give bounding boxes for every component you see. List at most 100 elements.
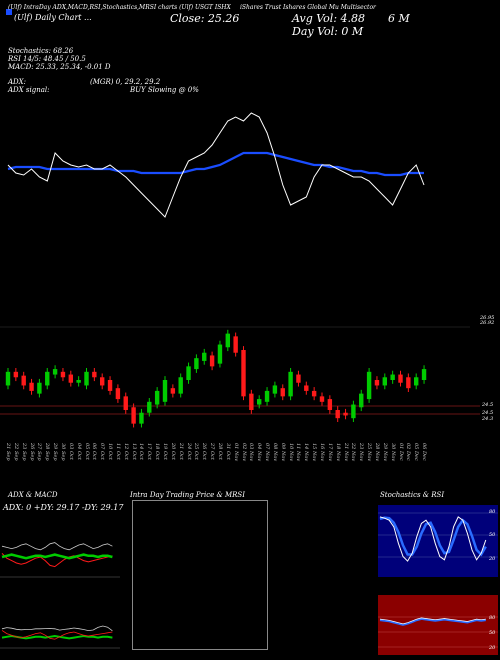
plus-dy-line	[1, 553, 113, 560]
date-label: 04 Oct	[75, 443, 82, 460]
price-label-bot-1: 24.5	[482, 402, 494, 408]
stoch-tick-20: 20	[489, 556, 496, 562]
date-label: 02 Dec	[405, 443, 412, 461]
candle-body	[288, 371, 293, 397]
rsi-line	[379, 617, 486, 626]
date-label: 02 Nov	[240, 443, 247, 462]
adx-macd-chart	[0, 542, 120, 649]
candle-body	[100, 377, 105, 386]
date-label: 23 Nov	[358, 443, 365, 462]
rsi-tick-20: 20	[489, 645, 496, 651]
date-label: 16 Nov	[319, 443, 325, 462]
date-label: 12 Oct	[122, 443, 129, 460]
date-label: 22 Nov	[350, 443, 357, 462]
candle-body	[107, 380, 113, 391]
candle-body	[304, 385, 309, 391]
date-label: 06 Oct	[91, 443, 98, 460]
intraday-panel-title: Intra Day Trading Price & MRSI	[130, 491, 245, 499]
candle-body	[406, 377, 411, 389]
header-avg-vol: Avg Vol: 4.88	[292, 12, 366, 25]
date-label: 25 Nov	[366, 443, 373, 462]
rsi-tick-50: 50	[489, 630, 496, 636]
intraday-panel	[132, 500, 268, 650]
adx-values-label: ADX: 0 +DY: 29.17 -DY: 29.17	[3, 503, 124, 512]
stoch-tick-50: 50	[489, 532, 496, 538]
date-label: 20 Oct	[169, 443, 176, 460]
candle-body	[414, 377, 419, 386]
date-label: 30 Sep	[59, 443, 66, 461]
price-label-bot-2: 24.5	[482, 410, 494, 416]
candle-body	[5, 371, 11, 386]
date-label: 18 Nov	[334, 443, 341, 462]
date-label: 08 Nov	[271, 443, 278, 462]
candle-body	[92, 371, 97, 378]
macd-line	[1, 625, 113, 632]
date-label: 11 Oct	[114, 443, 121, 460]
date-label: 31 Oct	[224, 443, 231, 460]
stochastics-chart	[378, 505, 498, 655]
stoch-slow-line	[379, 516, 487, 557]
candle-body	[37, 382, 42, 394]
candle-body	[139, 412, 144, 424]
moving-average-line	[7, 151, 424, 177]
candle-body	[296, 374, 301, 383]
date-label: 19 Oct	[162, 443, 168, 460]
indicator-mgr: (MGR) 0, 29.2, 29.2	[90, 78, 161, 86]
date-label: 03 Oct	[67, 443, 74, 460]
date-label: 23 Sep	[20, 443, 27, 461]
candle-body	[52, 369, 58, 375]
indicator-macd: MACD: 25.33, 25.34, -0.01 D	[8, 63, 111, 71]
candle-body	[202, 352, 207, 361]
price-label-top-1: 26.95	[480, 315, 495, 321]
rsi-overlay-line	[7, 112, 425, 218]
date-label: 28 Sep	[44, 443, 51, 461]
candle-body	[209, 355, 215, 367]
date-label: 14 Oct	[138, 443, 145, 460]
candle-body	[225, 333, 230, 348]
indicator-stochastics: Stochastics: 68.26	[8, 47, 74, 55]
candle-body	[217, 344, 223, 364]
candle-body	[170, 388, 176, 394]
date-label: 21 Sep	[5, 443, 11, 461]
date-label: 05 Dec	[413, 443, 420, 461]
candle-body	[398, 374, 403, 383]
candle-body	[29, 382, 34, 391]
date-label: 10 Nov	[287, 443, 294, 462]
candle-body	[60, 371, 66, 378]
candle-body	[162, 380, 168, 402]
date-label: 30 Nov	[389, 443, 396, 462]
date-label: 27 Sep	[36, 443, 43, 461]
date-label: 17 Oct	[146, 443, 153, 460]
candle-body	[194, 358, 199, 370]
stoch-tick-80: 80	[489, 509, 496, 515]
date-label: 14 Nov	[303, 443, 310, 462]
header-six-m: 6 M	[388, 12, 410, 25]
header-ishares: iShares Trust Ishares Global Mu Multisec…	[240, 4, 376, 11]
candle-body	[147, 401, 152, 413]
rsi-tick-80: 80	[489, 615, 496, 621]
indicator-buy: BUY Slowing @ 0%	[130, 86, 199, 94]
candle-body	[186, 366, 191, 380]
date-label: 17 Nov	[326, 443, 333, 462]
header-close: Close: 25.26	[170, 12, 240, 25]
candle-body	[115, 388, 121, 400]
candle-body	[131, 407, 136, 424]
candle-body	[13, 371, 19, 378]
date-label: 05 Oct	[83, 443, 90, 460]
candle-body	[21, 375, 26, 386]
candle-body	[272, 385, 278, 394]
date-label: 01 Nov	[232, 443, 239, 462]
candle-body	[264, 390, 270, 402]
candle-body	[154, 390, 160, 405]
candle-body	[382, 377, 387, 386]
stoch-panel-title: Stochastics & RSI	[380, 491, 445, 499]
candle-body	[233, 336, 238, 353]
date-label: 26 Oct	[201, 443, 208, 460]
date-label: 13 Oct	[130, 443, 137, 460]
candle-body	[319, 396, 325, 402]
candle-body	[327, 399, 333, 410]
date-label: 07 Oct	[99, 443, 106, 460]
adx-panel-title: ADX & MACD	[8, 491, 58, 499]
candle-body	[68, 374, 73, 383]
indicator-rsi: RSI 14/5: 48.45 / 50.5	[8, 55, 86, 63]
